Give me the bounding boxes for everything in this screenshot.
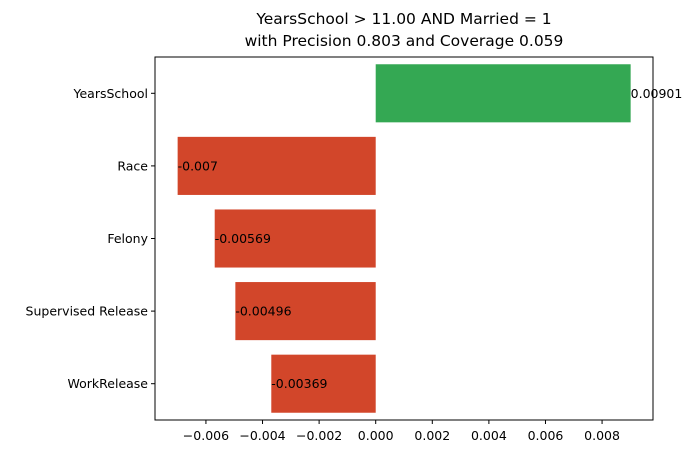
bar <box>177 136 376 195</box>
x-tick-label: 0.002 <box>414 428 450 443</box>
x-tick-label: 0.004 <box>471 428 507 443</box>
bar <box>271 354 376 413</box>
data-label: 0.00901 <box>631 86 683 101</box>
data-label: -0.00369 <box>271 376 327 391</box>
y-tick-label: WorkRelease <box>68 376 149 391</box>
y-tick-label: Supervised Release <box>26 304 149 319</box>
x-tick-label: −0.002 <box>296 428 342 443</box>
x-tick-label: −0.004 <box>239 428 285 443</box>
bar <box>235 282 376 341</box>
x-tick-label: 0.000 <box>358 428 394 443</box>
x-tick-label: 0.006 <box>528 428 564 443</box>
y-tick-label: YearsSchool <box>73 86 148 101</box>
data-label: -0.00569 <box>215 231 271 246</box>
x-tick-label: −0.006 <box>183 428 229 443</box>
x-tick-label: 0.008 <box>584 428 620 443</box>
data-label: -0.00496 <box>235 304 291 319</box>
data-label: -0.007 <box>178 158 218 173</box>
chart-title-line-2: with Precision 0.803 and Coverage 0.059 <box>245 32 564 50</box>
bar <box>375 64 631 123</box>
y-tick-label: Race <box>117 158 148 173</box>
plot-frame <box>154 56 654 421</box>
chart-title-line-1: YearsSchool > 11.00 AND Married = 1 <box>255 10 551 28</box>
bar <box>214 209 376 268</box>
plot-area: YearsSchool 0.00901 Race -0.007 Felony -0.005… <box>26 64 683 443</box>
y-tick-label: Felony <box>107 231 148 246</box>
